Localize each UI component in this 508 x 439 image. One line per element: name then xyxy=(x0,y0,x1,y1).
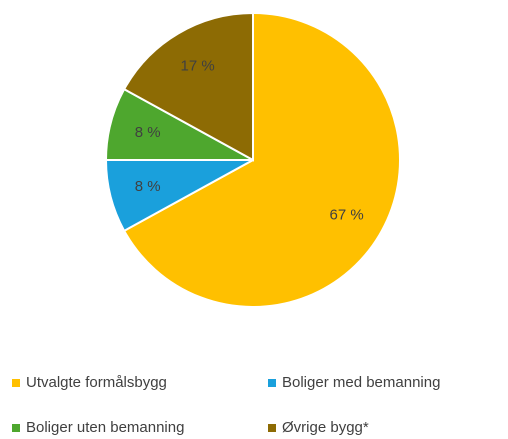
legend-label: Boliger med bemanning xyxy=(282,374,440,391)
pie-slice xyxy=(122,11,254,162)
legend-swatch xyxy=(12,379,20,387)
data-label: 17 % xyxy=(181,57,215,74)
legend-swatch xyxy=(268,379,276,387)
legend-label: Boliger uten bemanning xyxy=(26,419,184,436)
pie-slice xyxy=(122,11,401,308)
data-label: 67 % xyxy=(330,206,364,223)
data-label: 8 % xyxy=(135,124,161,141)
data-label: 8 % xyxy=(135,178,161,195)
legend-swatch xyxy=(268,424,276,432)
legend-label: Øvrige bygg* xyxy=(282,419,369,436)
legend-label: Utvalgte formålsbygg xyxy=(26,374,167,391)
legend-swatch xyxy=(12,424,20,432)
